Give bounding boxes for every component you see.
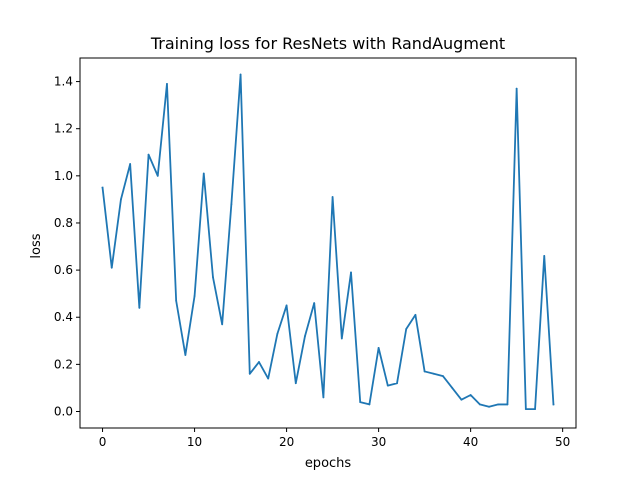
loss-data-point <box>497 403 500 406</box>
loss-data-point <box>322 396 325 399</box>
y-tick-label: 0.4 <box>54 310 73 324</box>
loss-data-point <box>101 186 104 189</box>
plot-area <box>101 73 555 411</box>
y-axis-label: loss <box>29 233 44 258</box>
loss-data-point <box>166 83 168 85</box>
loss-data-point <box>359 401 362 403</box>
loss-data-point <box>147 153 150 156</box>
loss-data-point <box>156 174 159 177</box>
x-tick-label: 30 <box>371 435 386 449</box>
loss-data-point <box>230 203 233 206</box>
y-tick-label: 1.0 <box>54 169 73 183</box>
loss-data-point <box>423 370 426 373</box>
loss-data-point <box>469 394 472 396</box>
y-tick-label: 0.2 <box>54 357 73 371</box>
chart-title: Training loss for ResNets with RandAugme… <box>150 34 505 53</box>
loss-data-point <box>285 304 288 307</box>
loss-series-line <box>101 73 555 411</box>
loss-data-point <box>432 372 435 375</box>
loss-data-point <box>294 382 297 385</box>
loss-data-point <box>129 163 132 165</box>
loss-data-point <box>331 196 334 198</box>
loss-data-point <box>368 403 371 406</box>
x-axis-label: epochs <box>305 456 352 471</box>
loss-data-point <box>248 372 251 375</box>
loss-data-point <box>515 87 518 90</box>
loss-data-point <box>543 255 546 257</box>
loss-data-point <box>202 172 205 175</box>
x-tick-label: 40 <box>463 435 478 449</box>
y-tick-label: 1.4 <box>54 75 73 89</box>
y-tick-label: 0.6 <box>54 263 73 277</box>
loss-data-point <box>350 271 352 274</box>
loss-data-point <box>488 405 490 408</box>
loss-data-point <box>138 306 141 309</box>
axis-ticks: 0 10 20 30 40 50 0.0 0.2 0.4 0.6 0.8 1.0 1.2 1.4 <box>54 75 570 449</box>
loss-data-point <box>460 398 463 401</box>
x-tick-label: 0 <box>99 435 107 449</box>
loss-data-point <box>120 198 122 201</box>
loss-data-point <box>552 403 555 406</box>
loss-data-point <box>414 313 417 316</box>
loss-data-point <box>276 332 279 335</box>
loss-data-point <box>442 375 444 378</box>
loss-data-point <box>524 408 527 411</box>
loss-data-point <box>405 328 408 330</box>
axes-frame <box>79 57 577 429</box>
y-tick-label: 1.2 <box>54 122 73 136</box>
loss-data-point <box>377 346 380 349</box>
x-tick-label: 20 <box>279 435 294 449</box>
loss-data-point <box>239 73 242 76</box>
loss-data-point <box>386 384 389 387</box>
loss-data-point <box>212 276 214 279</box>
y-tick-label: 0.0 <box>54 405 73 419</box>
loss-data-point <box>221 323 224 326</box>
loss-data-point <box>534 408 536 411</box>
loss-data-point <box>175 299 178 302</box>
loss-data-point <box>110 266 113 269</box>
loss-data-point <box>396 382 398 385</box>
loss-data-point <box>304 335 306 337</box>
x-tick-label: 50 <box>555 435 570 449</box>
loss-data-point <box>193 295 196 297</box>
loss-data-point <box>451 387 454 389</box>
y-tick-label: 0.8 <box>54 216 73 230</box>
loss-data-point <box>313 302 316 304</box>
loss-data-point <box>506 403 509 406</box>
loss-data-point <box>184 354 187 356</box>
x-tick-label: 10 <box>187 435 202 449</box>
loss-data-point <box>340 337 343 340</box>
loss-data-point <box>258 361 260 363</box>
loss-data-point <box>478 403 481 406</box>
loss-data-point <box>267 377 270 380</box>
